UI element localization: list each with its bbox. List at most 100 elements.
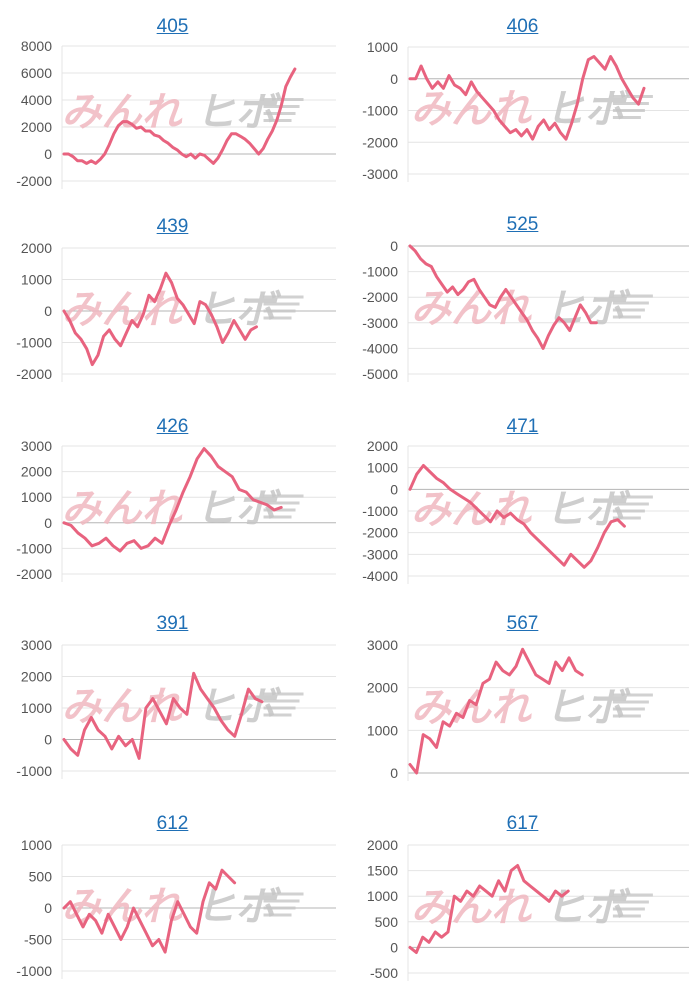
y-tick-label: 3000 xyxy=(21,438,52,454)
y-tick-label: 1000 xyxy=(367,460,398,476)
y-tick-label: 4000 xyxy=(21,92,52,108)
y-tick-label: 0 xyxy=(44,732,52,748)
y-tick-label: -1000 xyxy=(362,103,398,119)
y-tick-label: -2000 xyxy=(362,134,398,150)
y-tick-label: 2000 xyxy=(367,680,398,696)
y-tick-label: -5000 xyxy=(362,366,398,382)
series-line xyxy=(408,464,626,569)
chart-title-link[interactable]: 439 xyxy=(156,216,189,237)
y-tick-label: 2000 xyxy=(367,837,398,853)
chart-title: 525 xyxy=(350,214,695,236)
y-tick-label: 0 xyxy=(390,481,398,497)
y-tick-label: -2000 xyxy=(16,566,52,582)
y-tick-label: 2000 xyxy=(21,240,52,256)
y-tick-label: -1000 xyxy=(16,963,52,979)
y-tick-label: -1000 xyxy=(16,335,52,351)
y-tick-label: 0 xyxy=(390,71,398,87)
y-tick-label: 1000 xyxy=(367,722,398,738)
y-tick-label: -4000 xyxy=(362,340,398,356)
y-tick-label: 500 xyxy=(375,914,399,930)
y-tick-label: -2000 xyxy=(362,289,398,305)
chart-title-link[interactable]: 391 xyxy=(156,613,189,634)
chart-title-link[interactable]: 471 xyxy=(506,416,539,437)
y-tick-label: 2000 xyxy=(21,464,52,480)
y-tick-label: 1000 xyxy=(21,700,52,716)
chart-title: 612 xyxy=(0,813,345,835)
chart-panel: 405 8000 6000 4000 2000 0 -2000 みんれ ヒボ xyxy=(0,16,345,206)
y-tick-label: 1000 xyxy=(367,39,398,55)
chart-title: 439 xyxy=(0,216,345,238)
watermark-logo-left: みんれ xyxy=(411,885,532,931)
y-tick-label: -3000 xyxy=(362,166,398,182)
y-tick-label: -500 xyxy=(24,932,52,948)
y-tick-label: 0 xyxy=(44,900,52,916)
chart-title: 391 xyxy=(0,613,345,635)
chart-panel: 406 1000 0 -1000 -2000 -3000 みんれ ヒボ xyxy=(350,16,695,206)
watermark-logo-left: みんれ xyxy=(62,287,183,333)
y-tick-label: -3000 xyxy=(362,315,398,331)
y-tick-label: 1000 xyxy=(367,888,398,904)
y-tick-label: 2000 xyxy=(21,119,52,135)
y-tick-label: 1500 xyxy=(367,863,398,879)
y-tick-label: 0 xyxy=(390,238,398,254)
y-tick-label: -2000 xyxy=(16,366,52,382)
series-line xyxy=(62,447,283,553)
series-line xyxy=(408,244,598,350)
chart-panel: 471 2000 1000 0 -1000 -2000 -3000 -4000 みんれ ヒボ xyxy=(350,416,695,606)
y-tick-label: -2000 xyxy=(16,173,52,189)
y-tick-label: 0 xyxy=(390,765,398,781)
chart-title-link[interactable]: 612 xyxy=(156,813,189,834)
series-line xyxy=(62,868,237,954)
chart-title-link[interactable]: 617 xyxy=(506,813,539,834)
chart-panel: 525 0 -1000 -2000 -3000 -4000 -5000 みんれ ヒボ xyxy=(350,214,695,404)
y-tick-label: 3000 xyxy=(367,637,398,653)
chart-title: 567 xyxy=(350,613,695,635)
series-line xyxy=(408,55,646,141)
watermark-logo-left: みんれ xyxy=(411,487,532,533)
y-tick-label: -1000 xyxy=(362,503,398,519)
chart-title-link[interactable]: 406 xyxy=(506,16,539,37)
y-tick-label: 500 xyxy=(29,869,53,885)
y-tick-label: -1000 xyxy=(16,540,52,556)
chart-panel: 612 1000 500 0 -500 -1000 みんれ ヒボ xyxy=(0,813,345,1003)
watermark-logo-left: みんれ xyxy=(62,90,183,136)
y-tick-label: -2000 xyxy=(362,525,398,541)
y-tick-label: -3000 xyxy=(362,546,398,562)
chart-title: 471 xyxy=(350,416,695,438)
chart-title: 617 xyxy=(350,813,695,835)
chart-title: 426 xyxy=(0,416,345,438)
chart-title-link[interactable]: 426 xyxy=(156,416,189,437)
series-line xyxy=(408,864,570,954)
y-tick-label: 2000 xyxy=(367,438,398,454)
y-tick-label: 8000 xyxy=(21,38,52,54)
y-tick-label: 0 xyxy=(390,939,398,955)
chart-title-link[interactable]: 525 xyxy=(506,214,539,235)
watermark-logo-left: みんれ xyxy=(411,685,532,731)
y-tick-label: 1000 xyxy=(21,837,52,853)
chart-panel: 426 3000 2000 1000 0 -1000 -2000 みんれ ヒボ xyxy=(0,416,345,606)
chart-title-link[interactable]: 405 xyxy=(156,16,189,37)
y-tick-label: 6000 xyxy=(21,65,52,81)
series-line xyxy=(62,67,297,165)
watermark-logo-left: みんれ xyxy=(411,87,532,133)
y-tick-label: 0 xyxy=(44,515,52,531)
chart-title-link[interactable]: 567 xyxy=(506,613,539,634)
chart-panel: 391 3000 2000 1000 0 -1000 みんれ ヒボ xyxy=(0,613,345,803)
chart-title: 405 xyxy=(0,16,345,38)
chart-panel: 567 3000 2000 1000 0 みんれ ヒボ xyxy=(350,613,695,803)
y-tick-label: 1000 xyxy=(21,489,52,505)
watermark-logo-left: みんれ xyxy=(62,486,183,532)
chart-panel: 617 2000 1500 1000 500 0 -500 みんれ ヒボ xyxy=(350,813,695,1003)
watermark-logo-left: みんれ xyxy=(62,684,183,730)
y-tick-label: 0 xyxy=(44,146,52,162)
series-line xyxy=(408,647,584,775)
y-tick-label: 3000 xyxy=(21,637,52,653)
